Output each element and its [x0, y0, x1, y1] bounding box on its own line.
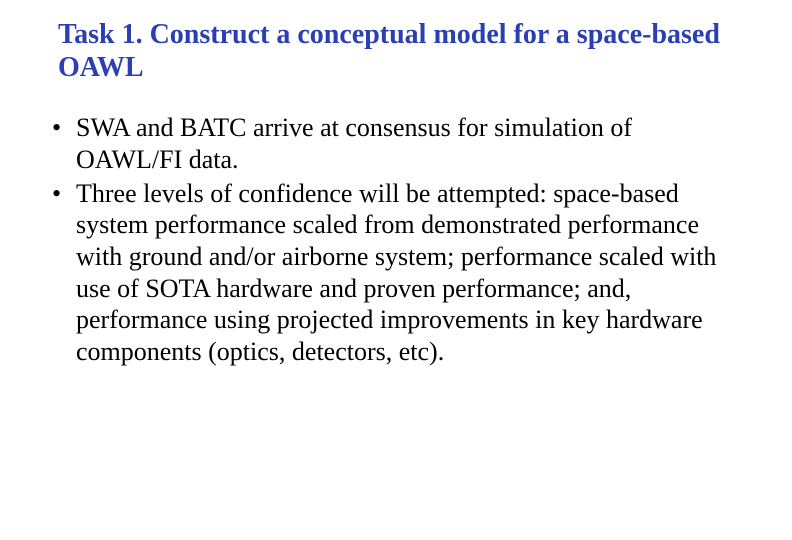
list-item: SWA and BATC arrive at consensus for sim…	[48, 112, 736, 175]
bullet-list: SWA and BATC arrive at consensus for sim…	[48, 112, 744, 368]
list-item: Three levels of confidence will be attem…	[48, 178, 736, 368]
slide: Task 1. Construct a conceptual model for…	[0, 0, 792, 540]
slide-title: Task 1. Construct a conceptual model for…	[48, 18, 744, 84]
bullet-text: SWA and BATC arrive at consensus for sim…	[76, 113, 632, 174]
bullet-text: Three levels of confidence will be attem…	[76, 179, 716, 367]
